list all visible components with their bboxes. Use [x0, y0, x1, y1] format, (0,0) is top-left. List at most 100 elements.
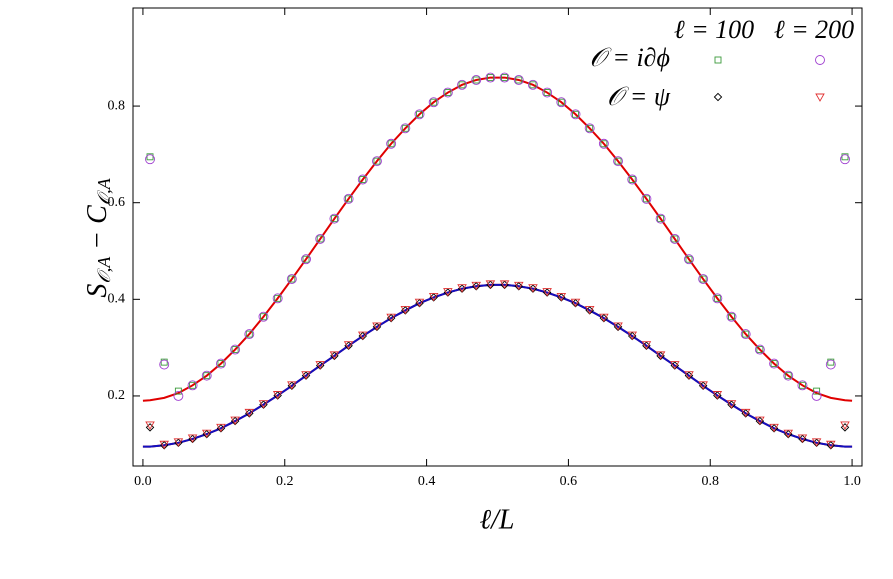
marker-square [486, 74, 494, 82]
marker-triangle [443, 288, 453, 297]
marker-circle [584, 123, 595, 134]
marker-triangle [840, 421, 850, 430]
marker-square [330, 215, 338, 223]
marker-square [174, 387, 182, 395]
marker-circle [499, 72, 510, 83]
marker-triangle [513, 281, 524, 291]
marker-circle [371, 156, 382, 167]
marker-square [685, 255, 693, 263]
marker-circle [230, 344, 241, 355]
marker-circle [542, 87, 553, 98]
marker-circle [343, 193, 354, 204]
marker-triangle [201, 429, 212, 439]
marker-circle [258, 311, 269, 322]
marker-triangle [471, 281, 482, 291]
marker-square [628, 176, 636, 183]
marker-circle [400, 123, 411, 134]
marker-triangle [726, 400, 737, 409]
marker-square [160, 358, 168, 366]
marker-triangle [670, 361, 680, 370]
x-tick-label: 0.2 [276, 474, 294, 489]
marker-square [430, 98, 438, 106]
x-tick-label: 0.4 [418, 474, 436, 489]
marker-triangle [428, 292, 439, 302]
marker-circle [471, 75, 482, 85]
marker-triangle [258, 400, 269, 409]
marker-triangle [145, 421, 155, 430]
marker-square [302, 255, 310, 263]
marker-triangle [244, 408, 255, 418]
marker-circle [811, 390, 822, 401]
marker-triangle [584, 306, 595, 315]
marker-triangle [599, 313, 609, 323]
marker-square [600, 140, 608, 148]
marker-triangle [826, 440, 836, 450]
marker-circle [754, 344, 765, 355]
marker-square [288, 275, 296, 283]
marker-square [728, 313, 735, 321]
marker-triangle [570, 298, 581, 308]
marker-circle [357, 174, 368, 185]
marker-square [529, 81, 537, 89]
marker-square [813, 387, 821, 395]
legend-row: 𝒪 = i∂ϕ [590, 43, 670, 72]
marker-triangle [655, 351, 666, 360]
marker-square [841, 153, 849, 161]
marker-circle [684, 254, 694, 265]
y-label-part: − C [82, 205, 113, 257]
legend-column: ℓ = 200 [774, 15, 854, 44]
marker-triangle [272, 391, 283, 400]
marker-square [543, 89, 551, 96]
y-tick-label: 0.6 [108, 195, 126, 210]
legend-column: ℓ = 100 [674, 15, 754, 44]
marker-square [714, 56, 722, 64]
marker-circle [698, 274, 709, 284]
marker-circle [315, 233, 326, 244]
marker-triangle [357, 331, 368, 340]
marker-triangle [301, 371, 311, 380]
marker-square [586, 124, 594, 132]
marker-square [401, 124, 409, 132]
x-tick-label: 1.0 [843, 474, 861, 489]
marker-circle [442, 87, 453, 98]
marker-circle [613, 156, 624, 167]
marker-square [203, 372, 211, 380]
marker-circle [740, 329, 751, 340]
marker-diamond [840, 423, 850, 432]
x-tick-label: 0.0 [134, 474, 152, 489]
marker-square [274, 294, 282, 302]
marker-triangle [627, 331, 638, 340]
marker-circle [187, 380, 198, 391]
marker-circle [159, 359, 170, 370]
plot-frame [132, 7, 863, 467]
marker-triangle [815, 93, 825, 102]
marker-square [416, 110, 423, 118]
marker-triangle [684, 371, 694, 380]
marker-triangle [159, 440, 169, 450]
marker-square [557, 98, 565, 106]
marker-square [642, 195, 650, 203]
marker-triangle [414, 298, 425, 308]
y-axis-label: S𝒪,A − C𝒪,A [82, 177, 114, 297]
marker-square [373, 157, 381, 165]
marker-circle [556, 97, 567, 108]
marker-circle [655, 213, 666, 224]
marker-circle [201, 370, 212, 381]
marker-circle [726, 311, 737, 322]
marker-square [387, 140, 395, 148]
marker-square [784, 372, 792, 380]
y-tick-label: 0.2 [108, 388, 126, 403]
marker-circle [712, 293, 723, 304]
marker-triangle [755, 416, 765, 426]
marker-circle [815, 55, 825, 65]
marker-square [671, 235, 679, 243]
marker-triangle [343, 341, 354, 350]
marker-circle [286, 274, 297, 284]
marker-circle [627, 174, 638, 185]
marker-square [657, 215, 665, 223]
marker-square [345, 195, 353, 203]
marker-square [260, 313, 267, 321]
marker-square [798, 381, 806, 389]
marker-triangle [372, 322, 382, 331]
